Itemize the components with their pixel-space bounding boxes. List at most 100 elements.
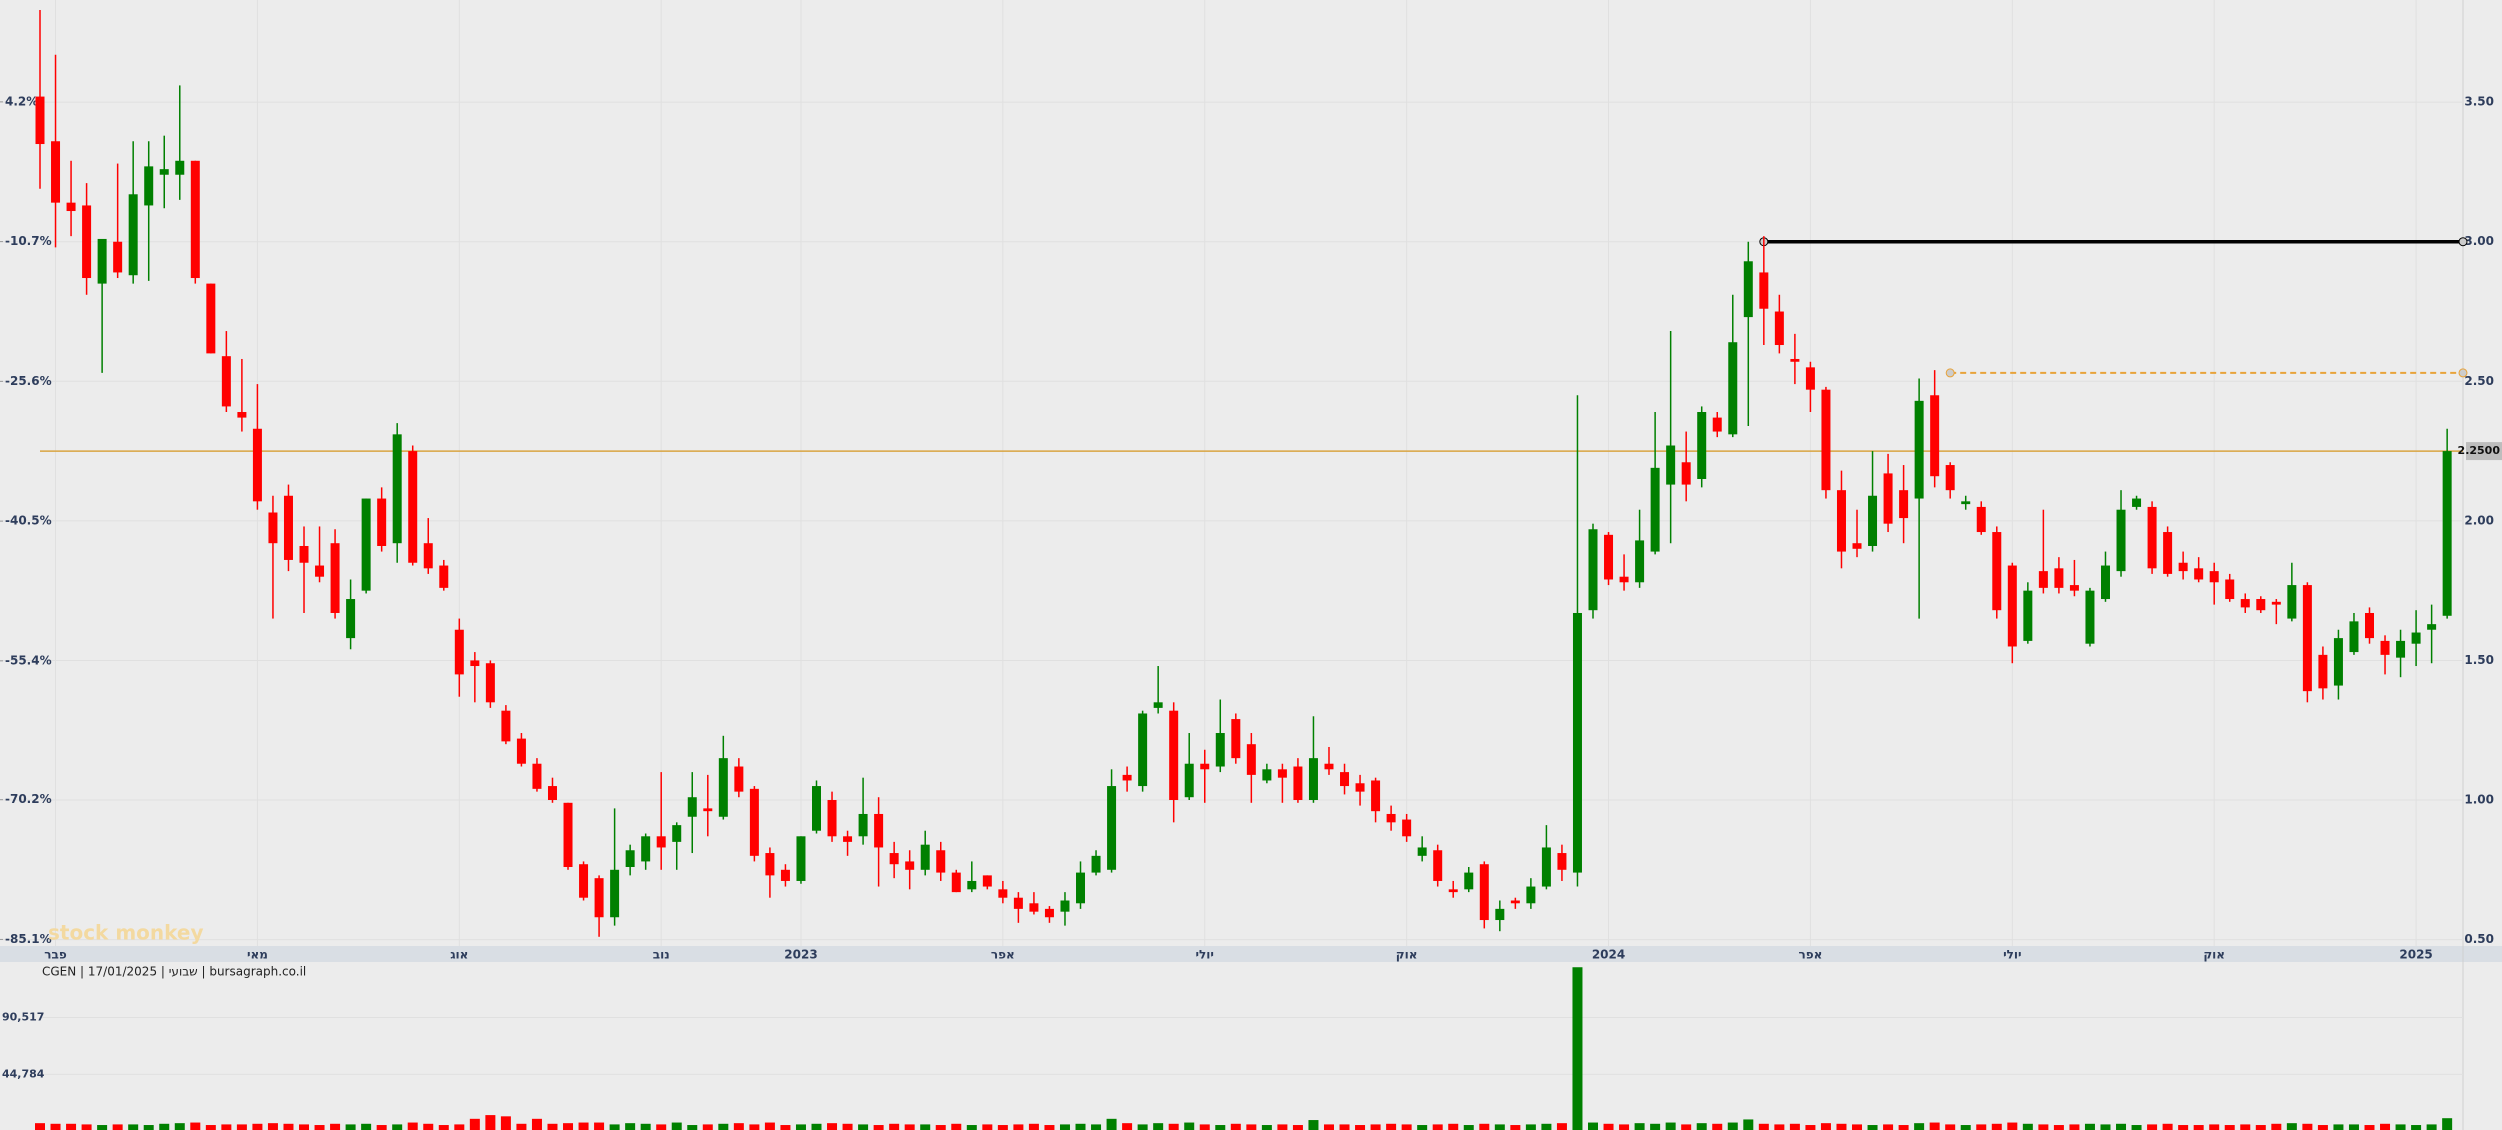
y-tick-label: 2.50 [2464,374,2494,388]
volume-bar [1277,1124,1288,1130]
volume-bar [2193,1125,2204,1130]
candle-body [1153,702,1163,708]
candle-body [1930,395,1940,477]
candle-body [1899,490,1909,519]
volume-bar [764,1122,775,1130]
volume-bar [50,1123,61,1130]
candle-body [268,512,278,544]
candle-body [2069,585,2079,591]
price-label: 2.2500 [2458,444,2501,457]
candle-body [1184,763,1194,798]
volume-bar [609,1124,620,1130]
volume-bar [1914,1123,1925,1130]
volume-bar [1184,1122,1195,1130]
volume-bar [1883,1124,1894,1130]
candle-body [1215,733,1225,767]
candle-body [889,853,899,865]
volume-bar [2240,1124,2251,1130]
volume-bar [1556,1123,1567,1130]
candle-body [2038,571,2048,588]
candle-body [610,869,620,918]
volume-bar [314,1125,325,1130]
candle-body [563,802,573,868]
candle-body [1619,576,1629,583]
volume-bar [1153,1123,1164,1130]
y2-tick-label: -25.6% [5,374,52,388]
pane-title: CGEN | 17/01/2025 | שבועי | bursagraph.c… [42,965,306,979]
candle-body [1666,445,1676,485]
candle-body [1044,908,1054,918]
volume-bar [2069,1124,2080,1130]
candle-body [97,238,107,284]
volume-bar [174,1123,185,1130]
candle-body [2396,640,2406,658]
candle-body [998,889,1008,898]
candle-body [51,141,61,203]
volume-bar [547,1123,558,1130]
candle-body [1961,501,1971,505]
candle-body [1495,908,1505,921]
volume-bar [2380,1123,2391,1130]
y2-tick-label: -10.7% [5,234,52,248]
candle-body [1091,855,1101,873]
volume-bar [1960,1125,1971,1130]
candle-body [843,836,853,842]
volume-bar [2348,1124,2359,1130]
candle-body [547,786,557,801]
volume-bar [733,1123,744,1130]
volume-bar [1199,1124,1210,1130]
volume-bar [2209,1124,2220,1130]
candle-body [2318,654,2328,689]
volume-bar [563,1123,574,1130]
volume-bar [35,1123,45,1130]
y-tick-label: 0.50 [2464,932,2494,946]
candle-body [796,836,806,881]
volume-bar [143,1125,154,1130]
volume-bar [2364,1125,2375,1130]
volume-bar [2333,1124,2344,1130]
candle-body [1246,744,1256,775]
candle-body [2023,590,2033,641]
x-tick-label: פבר [44,948,67,962]
x-tick-label: 2024 [1592,948,1625,962]
volume-bar [66,1123,77,1130]
volume-bar [1634,1123,1645,1130]
x-tick-label: נוב [653,948,670,962]
volume-bar [1386,1123,1397,1130]
volume-bar [81,1124,92,1130]
x-tick-label: 2025 [2399,948,2432,962]
candle-body [1774,311,1784,346]
candle-body [2132,498,2142,507]
volume-bar [2395,1124,2406,1130]
candle-body [1604,534,1614,580]
candle-body [2209,571,2219,583]
x-tick-label: 2023 [784,948,817,962]
volume-bar [795,1124,806,1130]
candle-body [315,565,325,577]
volume-bar [283,1123,294,1130]
volume-bar [2255,1125,2266,1130]
candle-body [237,412,247,418]
candle-body [1308,758,1318,801]
volume-bar [1945,1124,1956,1130]
volume-bar [578,1122,589,1130]
candle-body [1200,763,1210,770]
x-tick-label: יולי [2003,948,2021,962]
candle-body [2287,585,2297,619]
candle-body [967,880,977,890]
volume-bar [361,1123,372,1130]
volume-bar [1541,1123,1552,1130]
candle-body [485,663,495,703]
volume-bar [1122,1123,1133,1130]
volume-bar [1432,1124,1443,1130]
volume-bar [1479,1123,1490,1130]
candle-body [827,800,837,837]
volume-bar [1075,1123,1086,1130]
candle-body [1262,769,1272,781]
price-label-box [2466,442,2502,461]
volume-bar [656,1124,667,1130]
candle-body [920,844,930,870]
volume-bar [330,1123,341,1130]
candle-body [625,850,635,868]
